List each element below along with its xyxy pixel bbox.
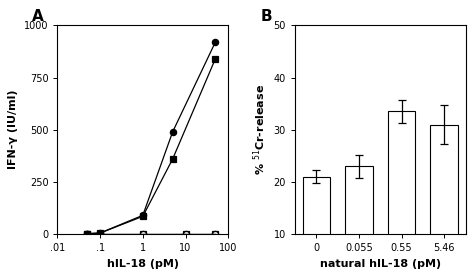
Y-axis label: IFN-γ (IU/ml): IFN-γ (IU/ml)	[9, 90, 18, 170]
Text: B: B	[261, 9, 273, 24]
Bar	[302, 177, 330, 277]
Y-axis label: % $^{51}$Cr-release: % $^{51}$Cr-release	[251, 84, 268, 175]
X-axis label: natural hIL-18 (pM): natural hIL-18 (pM)	[319, 259, 441, 269]
Bar	[388, 111, 415, 277]
Bar	[345, 166, 373, 277]
Text: A: A	[32, 9, 44, 24]
Bar	[430, 125, 458, 277]
X-axis label: hIL-18 (pM): hIL-18 (pM)	[107, 259, 179, 269]
